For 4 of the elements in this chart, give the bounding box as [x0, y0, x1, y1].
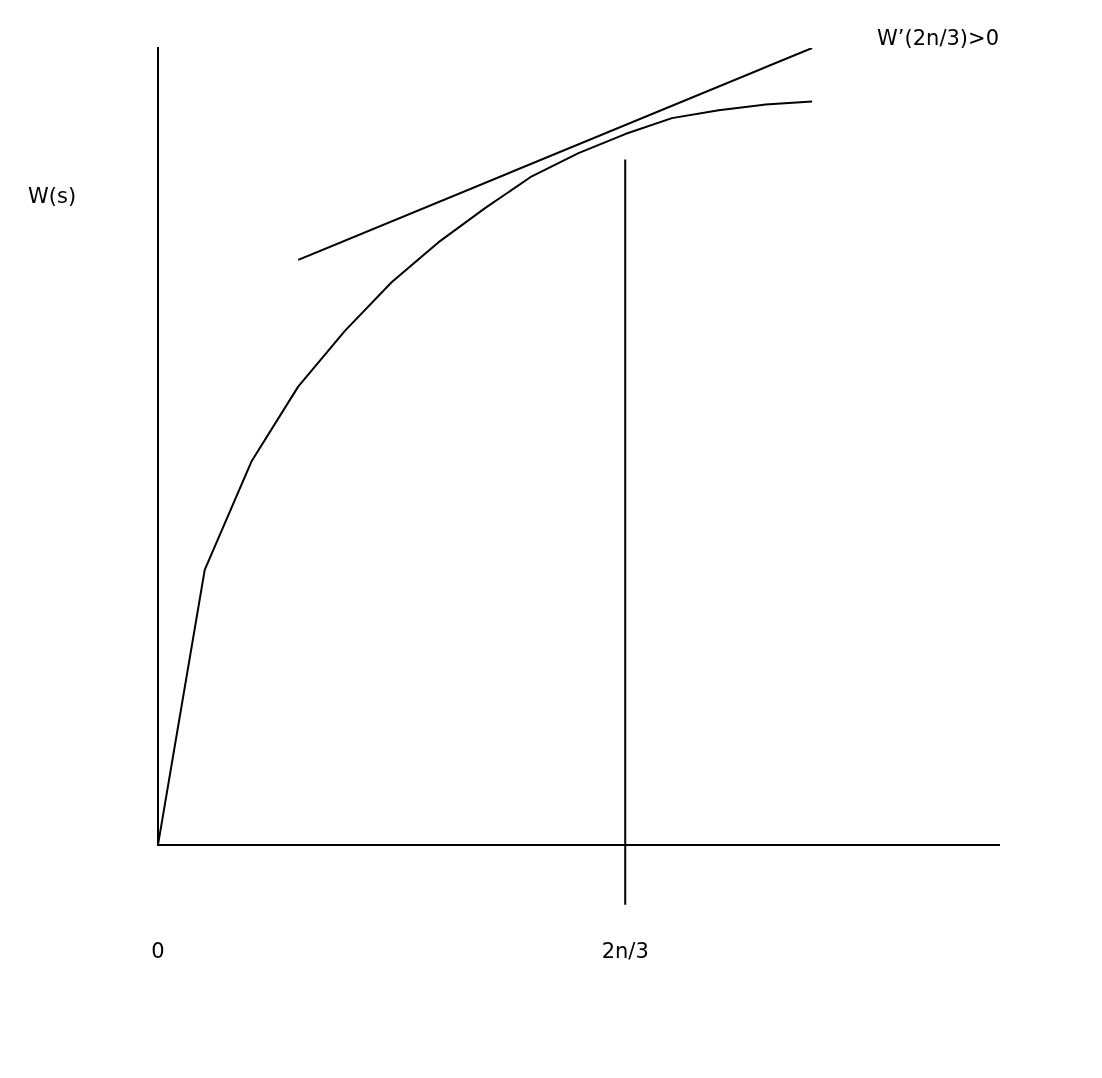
x-tick-label: 0 [151, 938, 165, 963]
annotation: W’(2n/3)>0 [877, 26, 999, 51]
x-tick-label: 2n/3 [601, 938, 649, 963]
y-axis-title: W(s) [28, 184, 77, 209]
